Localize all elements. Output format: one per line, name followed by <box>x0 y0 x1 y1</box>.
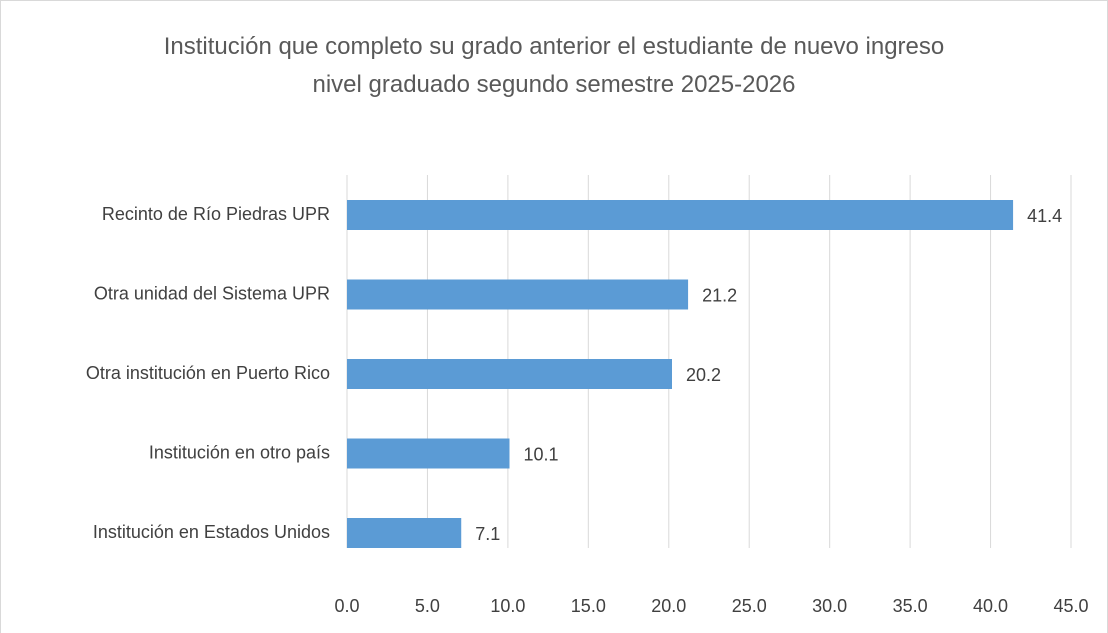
x-tick-label: 20.0 <box>651 596 686 616</box>
x-tick-label: 30.0 <box>812 596 847 616</box>
x-tick-label: 40.0 <box>973 596 1008 616</box>
y-tick-label: Institución en Estados Unidos <box>93 522 330 542</box>
x-tick-label: 45.0 <box>1053 596 1088 616</box>
bar <box>347 279 689 310</box>
x-tick-label: 5.0 <box>415 596 440 616</box>
data-label: 10.1 <box>523 444 558 464</box>
y-tick-label: Institución en otro país <box>149 442 330 462</box>
data-label: 21.2 <box>702 285 737 305</box>
y-tick-label: Otra institución en Puerto Rico <box>86 363 330 383</box>
bar <box>347 200 1014 230</box>
data-label: 7.1 <box>475 524 500 544</box>
bar <box>347 518 462 548</box>
y-tick-label: Recinto de Río Piedras UPR <box>102 204 330 224</box>
data-label: 20.2 <box>686 365 721 385</box>
x-tick-label: 15.0 <box>571 596 606 616</box>
data-label: 41.4 <box>1027 206 1062 226</box>
y-tick-label: Otra unidad del Sistema UPR <box>94 283 330 303</box>
x-tick-label: 0.0 <box>334 596 359 616</box>
bar <box>347 359 672 389</box>
bar <box>347 438 510 469</box>
chart-title: Institución que completo su grado anteri… <box>163 33 945 98</box>
x-tick-label: 35.0 <box>893 596 928 616</box>
x-tick-label: 10.0 <box>490 596 525 616</box>
x-tick-label: 25.0 <box>732 596 767 616</box>
